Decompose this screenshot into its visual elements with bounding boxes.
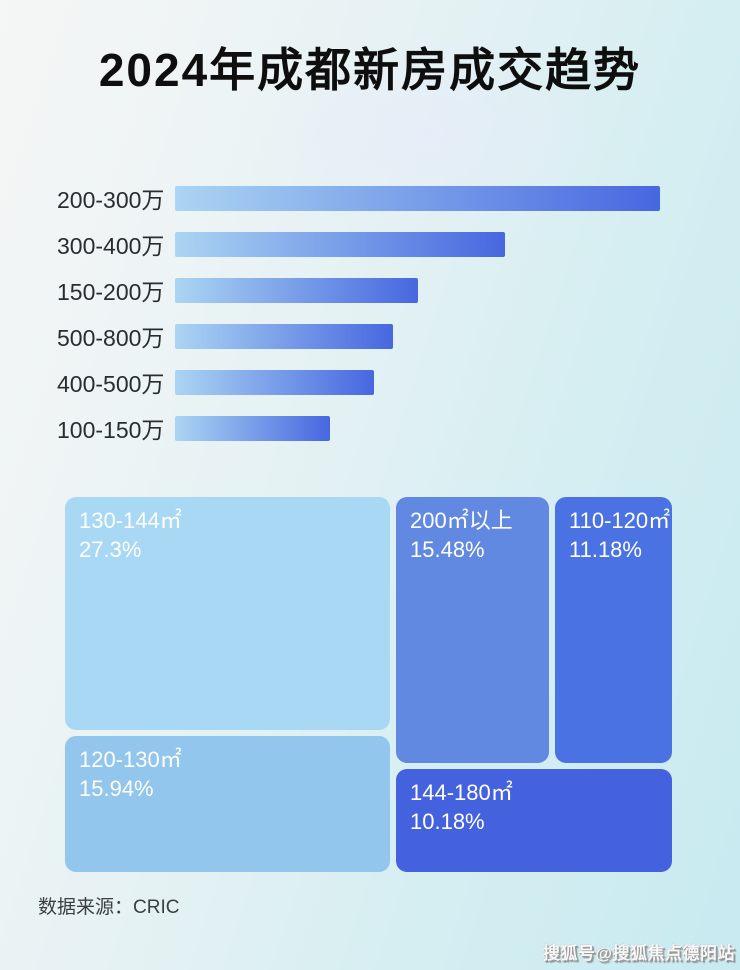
treemap-block-label: 144-180㎡ — [410, 780, 513, 805]
bar-category-label: 300-400万 — [57, 233, 165, 259]
bar — [175, 369, 374, 395]
treemap-block-percentage: 15.48% — [410, 537, 485, 563]
bar-category-label: 200-300万 — [57, 187, 165, 213]
treemap-block-percentage: 11.18% — [569, 537, 642, 563]
bar-track — [175, 369, 660, 395]
bar-row: 300-400万 — [57, 221, 697, 267]
bar-row: 150-200万 — [57, 267, 697, 313]
treemap-block: 144-180㎡ 10.18% — [396, 769, 672, 872]
bar-category-label: 100-150万 — [57, 417, 165, 443]
data-source-label: 数据来源：CRIC — [38, 897, 180, 918]
bar-category-label: 500-800万 — [57, 325, 165, 351]
bar — [175, 277, 418, 303]
bar-track — [175, 323, 660, 349]
bar-row: 200-300万 — [57, 175, 697, 221]
treemap-block-percentage: 15.94% — [79, 776, 154, 802]
treemap-block-percentage: 10.18% — [410, 809, 485, 835]
bar — [175, 415, 331, 441]
treemap-block-label: 120-130㎡ — [79, 747, 182, 772]
bar — [175, 323, 394, 349]
bar-track — [175, 231, 660, 257]
bar — [175, 231, 505, 257]
treemap-block: 130-144㎡ 27.3% — [65, 497, 390, 730]
treemap-block: 120-130㎡ 15.94% — [65, 736, 390, 872]
page-title: 2024年成都新房成交趋势 — [98, 44, 642, 96]
treemap-block: 110-120㎡ 11.18% — [555, 497, 672, 763]
treemap-block: 200㎡以上 15.48% — [396, 497, 549, 763]
treemap-block-percentage: 27.3% — [79, 537, 142, 563]
unit-size-treemap: 130-144㎡ 27.3% 120-130㎡ 15.94% 200㎡以上 15.48% 1… — [65, 497, 672, 872]
bar-track — [175, 415, 660, 441]
treemap-block-label: 200㎡以上 — [410, 508, 513, 533]
treemap-block-label: 110-120㎡ — [569, 508, 671, 533]
bar-row: 500-800万 — [57, 313, 697, 359]
bar-row: 400-500万 — [57, 359, 697, 405]
bar-category-label: 400-500万 — [57, 371, 165, 397]
bar-row: 100-150万 — [57, 405, 697, 451]
bar-category-label: 150-200万 — [57, 279, 165, 305]
bar — [175, 185, 660, 211]
bar-track — [175, 185, 660, 211]
treemap-block-label: 130-144㎡ — [79, 508, 182, 533]
price-range-bar-chart: 200-300万 300-400万 150-200万 500-800万 400-500万… — [57, 175, 697, 451]
bar-track — [175, 277, 660, 303]
watermark: 搜狐号@搜狐焦点德阳站 — [542, 944, 735, 963]
